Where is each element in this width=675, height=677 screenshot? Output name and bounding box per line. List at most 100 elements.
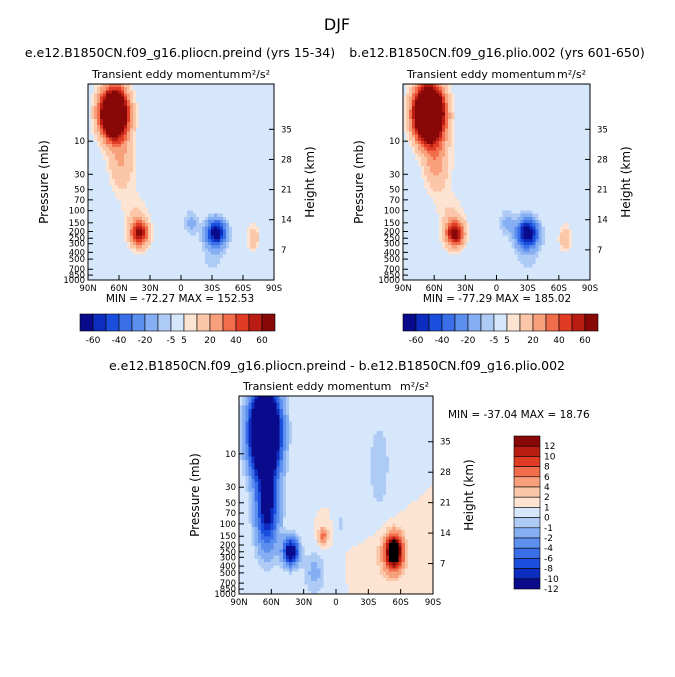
heatmap-cell (256, 254, 260, 259)
heatmap-cell (175, 128, 179, 133)
heatmap-cell (94, 153, 98, 158)
heatmap-cell (223, 232, 227, 237)
heatmap-cell (424, 93, 428, 98)
heatmap-cell (184, 169, 188, 174)
heatmap-cell (94, 242, 98, 246)
heatmap-cell (262, 242, 266, 246)
heatmap-cell (151, 216, 155, 221)
heatmap-cell (133, 276, 137, 281)
heatmap-cell (196, 223, 200, 227)
heatmap-cell (538, 90, 543, 95)
heatmap-cell (418, 115, 422, 120)
heatmap-cell (232, 147, 236, 151)
heatmap-cell (496, 99, 501, 104)
heatmap-cell (199, 144, 203, 148)
heatmap-cell (232, 137, 236, 142)
heatmap-cell (223, 96, 227, 101)
heatmap-cell (478, 99, 483, 104)
heatmap-cell (229, 188, 233, 193)
heatmap-cell (88, 245, 92, 249)
heatmap-cell (577, 102, 582, 107)
heatmap-cell (121, 175, 125, 180)
heatmap-cell (556, 99, 561, 104)
heatmap-cell (190, 144, 194, 148)
heatmap-cell (178, 156, 182, 161)
heatmap-cell (544, 125, 549, 129)
heatmap-cell (571, 90, 576, 95)
heatmap-cell (154, 257, 158, 262)
heatmap-cell (259, 245, 263, 249)
heatmap-cell (151, 140, 155, 145)
heatmap-cell (256, 84, 260, 88)
heatmap-cell (91, 93, 95, 98)
heatmap-cell (88, 84, 92, 88)
heatmap-cell (163, 90, 167, 95)
heatmap-cell (271, 175, 275, 180)
heatmap-cell (268, 264, 272, 268)
heatmap-cell (184, 144, 188, 148)
heatmap-cell (181, 229, 185, 234)
heatmap-cell (202, 238, 206, 243)
heatmap-cell (475, 115, 480, 120)
heatmap-cell (220, 137, 224, 142)
heatmap-cell (256, 140, 260, 145)
heatmap-cell (460, 134, 464, 139)
heatmap-cell (247, 264, 251, 268)
heatmap-cell (448, 102, 452, 107)
heatmap-cell (157, 254, 161, 259)
heatmap-cell (181, 131, 185, 136)
heatmap-cell (268, 261, 272, 265)
heatmap-cell (217, 242, 221, 246)
heatmap-cell (415, 87, 419, 91)
heatmap-cell (100, 118, 104, 123)
heatmap-cell (187, 90, 191, 95)
heatmap-cell (214, 106, 218, 110)
heatmap-cell (259, 197, 263, 202)
heatmap-cell (118, 156, 122, 161)
heatmap-cell (148, 219, 152, 224)
heatmap-cell (217, 166, 221, 170)
heatmap-cell (112, 229, 116, 234)
heatmap-cell (250, 276, 254, 281)
heatmap-cell (412, 115, 416, 120)
heatmap-cell (175, 153, 179, 158)
heatmap-cell (145, 204, 149, 208)
heatmap-cell (235, 134, 239, 139)
heatmap-cell (184, 232, 188, 237)
heatmap-cell (556, 125, 561, 129)
heatmap-cell (232, 213, 236, 218)
heatmap-cell (184, 207, 188, 212)
heatmap-cell (94, 235, 98, 240)
heatmap-cell (136, 229, 140, 234)
heatmap-cell (538, 87, 543, 91)
heatmap-cell (244, 251, 248, 256)
heatmap-cell (154, 87, 158, 91)
heatmap-cell (259, 194, 263, 199)
heatmap-cell (145, 182, 149, 186)
heatmap-cell (445, 106, 449, 110)
heatmap-cell (106, 131, 110, 136)
heatmap-cell (235, 248, 239, 253)
heatmap-cell (238, 207, 242, 212)
heatmap-cell (163, 93, 167, 98)
heatmap-cell (124, 115, 128, 120)
heatmap-cell (523, 125, 528, 129)
heatmap-cell (97, 125, 101, 129)
heatmap-cell (169, 134, 173, 139)
heatmap-cell (256, 264, 260, 268)
heatmap-cell (427, 137, 431, 142)
heatmap-cell (166, 207, 170, 212)
heatmap-cell (97, 147, 101, 151)
heatmap-cell (115, 238, 119, 243)
heatmap-cell (247, 93, 251, 98)
heatmap-cell (100, 185, 104, 189)
heatmap-cell (265, 169, 269, 174)
heatmap-cell (178, 159, 182, 164)
heatmap-cell (553, 131, 558, 136)
heatmap-cell (169, 156, 173, 161)
heatmap-cell (559, 128, 564, 133)
heatmap-cell (238, 182, 242, 186)
heatmap-cell (151, 267, 155, 272)
heatmap-cell (235, 131, 239, 136)
heatmap-cell (145, 191, 149, 196)
